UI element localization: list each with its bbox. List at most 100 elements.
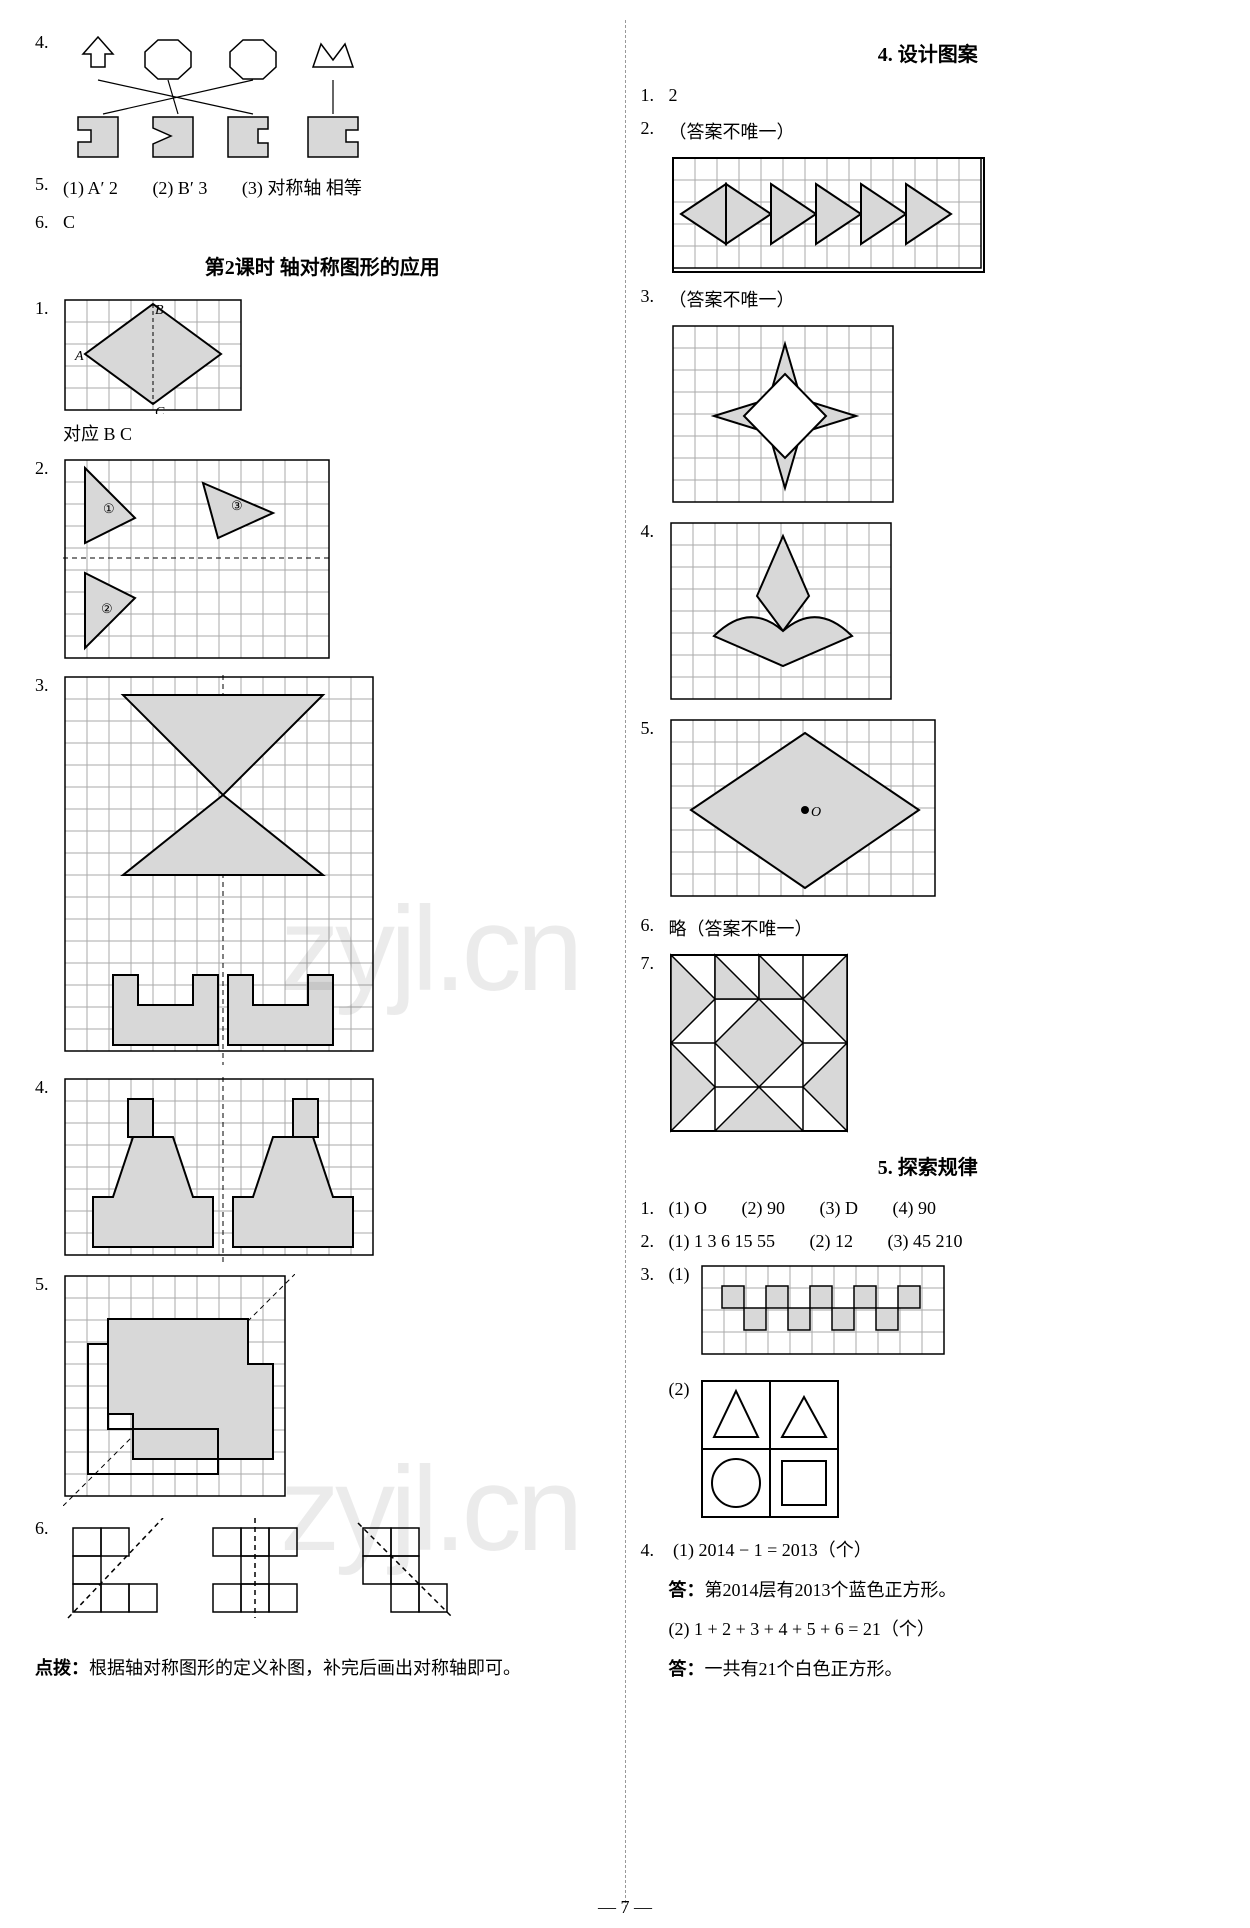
- r-q7-svg: [669, 953, 849, 1133]
- s5-q4-ansb: 一共有21个白色正方形。: [705, 1659, 903, 1679]
- svg-text:③: ③: [231, 498, 243, 513]
- l2-q1-content: B A C 对应 B C: [63, 298, 243, 446]
- l2-q3-label: 3.: [35, 675, 63, 696]
- r-q2-label: 2.: [641, 118, 669, 139]
- s5-q3-p1: (1): [669, 1264, 690, 1285]
- svg-text:A: A: [74, 349, 84, 364]
- s5-q2-p1: (1) 1 3 6 15 55: [669, 1231, 776, 1251]
- hint: 点拨：根据轴对称图形的定义补图，补完后画出对称轴即可。: [35, 1650, 610, 1686]
- q4-match: 4.: [35, 32, 610, 162]
- s5-q1-p3: (3) D: [820, 1198, 859, 1218]
- r-q3-img: [671, 324, 1216, 509]
- l2-q6: 6.: [35, 1518, 610, 1638]
- section5-title: 5. 探索规律: [641, 1151, 1216, 1180]
- svg-text:B: B: [155, 303, 164, 318]
- r-q6-label: 6.: [641, 915, 669, 936]
- q4-match-svg: [63, 32, 403, 162]
- r-q1-ans: 2: [669, 85, 678, 106]
- l2-q6-svg: [63, 1518, 483, 1638]
- l2-q4: 4.: [35, 1077, 610, 1262]
- right-column: 4. 设计图案 1. 2 2. （答案不唯一）: [626, 20, 1231, 1908]
- svg-text:O: O: [811, 805, 821, 820]
- q6: 6. C: [35, 212, 610, 233]
- s5-q2-label: 2.: [641, 1231, 669, 1252]
- l2-q5: 5.: [35, 1274, 610, 1506]
- s5-q2-ans: (1) 1 3 6 15 55 (2) 12 (3) 45 210: [669, 1231, 993, 1252]
- r-q2: 2. （答案不唯一）: [641, 118, 1216, 144]
- l2-q6-label: 6.: [35, 1518, 63, 1539]
- s5-q3: 3. (1) (2): [641, 1264, 1216, 1519]
- s5-q3-p2: (2): [669, 1379, 690, 1400]
- r-q6: 6. 略（答案不唯一）: [641, 915, 1216, 941]
- r-q5-svg: O: [669, 718, 941, 903]
- l2-q3-svg: [63, 675, 383, 1065]
- r-q7: 7.: [641, 953, 1216, 1133]
- r-q4-label: 4.: [641, 521, 669, 542]
- s5-q4-label: 4.: [641, 1531, 669, 1571]
- s5-q4-a: (1) 2014 − 1 = 2013（个）: [673, 1540, 872, 1560]
- q5-p1: (1) A′ 2: [63, 178, 118, 198]
- hint-text: 根据轴对称图形的定义补图，补完后画出对称轴即可。: [89, 1658, 521, 1678]
- l2-q1-svg: B A C: [63, 298, 243, 414]
- l2-q1-label: 1.: [35, 298, 63, 319]
- q5: 5. (1) A′ 2 (2) B′ 3 (3) 对称轴 相等: [35, 174, 610, 200]
- s5-q4-b: (2) 1 + 2 + 3 + 4 + 5 + 6 = 21（个）: [669, 1619, 935, 1639]
- s5-q3-label: 3.: [641, 1264, 669, 1285]
- s5-q3-content: (1) (2): [669, 1264, 950, 1519]
- r-q4: 4.: [641, 521, 1216, 706]
- r-q6-text: 略（答案不唯一）: [669, 915, 813, 941]
- l2-q5-svg: [63, 1274, 295, 1506]
- s5-q1-p4: (4) 90: [893, 1198, 937, 1218]
- r-q1-label: 1.: [641, 85, 669, 106]
- r-q2-img: [671, 156, 1216, 274]
- l2-q2-label: 2.: [35, 458, 63, 479]
- left-column: 4.: [20, 20, 626, 1908]
- s5-q2-p2: (2) 12: [810, 1231, 854, 1251]
- s5-q2: 2. (1) 1 3 6 15 55 (2) 12 (3) 45 210: [641, 1231, 1216, 1252]
- s5-q1: 1. (1) O (2) 90 (3) D (4) 90: [641, 1198, 1216, 1219]
- r-q5-label: 5.: [641, 718, 669, 739]
- s5-q3-svg2: [700, 1379, 840, 1519]
- svg-text:①: ①: [103, 501, 115, 516]
- r-q4-svg: [669, 521, 897, 706]
- s5-q3-svg1: [700, 1264, 950, 1359]
- q6-label: 6.: [35, 212, 63, 233]
- q5-p3: (3) 对称轴 相等: [242, 178, 362, 198]
- svg-text:C: C: [155, 405, 165, 414]
- q5-answer: (1) A′ 2 (2) B′ 3 (3) 对称轴 相等: [63, 174, 392, 200]
- r-q1: 1. 2: [641, 85, 1216, 106]
- r-q5: 5. O: [641, 718, 1216, 903]
- l2-q4-label: 4.: [35, 1077, 63, 1098]
- section4-title: 4. 设计图案: [641, 38, 1216, 67]
- q6-answer: C: [63, 212, 75, 233]
- s5-q1-p1: (1) O: [669, 1198, 708, 1218]
- s5-q1-label: 1.: [641, 1198, 669, 1219]
- hint-label: 点拨：: [35, 1658, 89, 1678]
- l2-q2-svg: ① ② ③: [63, 458, 333, 663]
- page: 4.: [0, 0, 1250, 1928]
- s5-q2-p3: (3) 45 210: [888, 1231, 963, 1251]
- l2-q5-label: 5.: [35, 1274, 63, 1295]
- s5-q1-ans: (1) O (2) 90 (3) D (4) 90: [669, 1198, 967, 1219]
- l2-q1: 1. B A C 对应 B C: [35, 298, 610, 446]
- page-number: — 7 —: [0, 1897, 1250, 1918]
- r-q2-paren: （答案不唯一）: [669, 118, 795, 144]
- r-q3: 3. （答案不唯一）: [641, 286, 1216, 312]
- r-q7-label: 7.: [641, 953, 669, 974]
- section2-title: 第2课时 轴对称图形的应用: [35, 251, 610, 280]
- q5-label: 5.: [35, 174, 63, 195]
- r-q3-label: 3.: [641, 286, 669, 307]
- l2-q2: 2. ① ② ③: [35, 458, 610, 663]
- r-q3-paren: （答案不唯一）: [669, 286, 795, 312]
- s5-q4-ansa: 第2014层有2013个蓝色正方形。: [705, 1580, 957, 1600]
- s5-q4-ansb-l: 答：: [669, 1659, 705, 1679]
- l2-q4-svg: [63, 1077, 383, 1262]
- r-q3-svg: [671, 324, 899, 509]
- svg-text:②: ②: [101, 601, 113, 616]
- s5-q4: 4. (1) 2014 − 1 = 2013（个） 答：第2014层有2013个…: [641, 1531, 1216, 1689]
- q5-p2: (2) B′ 3: [152, 178, 207, 198]
- l2-q3: 3.: [35, 675, 610, 1065]
- s5-q4-ansa-l: 答：: [669, 1580, 705, 1600]
- s5-q1-p2: (2) 90: [742, 1198, 786, 1218]
- q4-label: 4.: [35, 32, 63, 53]
